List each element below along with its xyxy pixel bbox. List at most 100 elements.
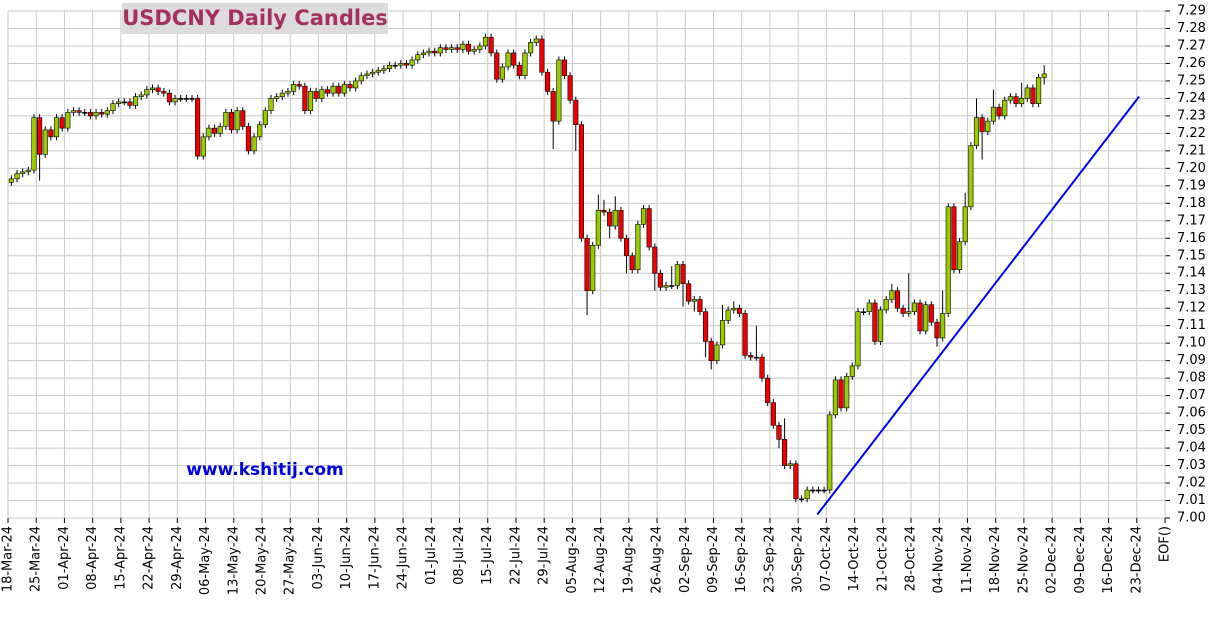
- y-tick-label: 7.15: [1177, 248, 1206, 263]
- candle-body: [669, 285, 675, 287]
- candle-body: [883, 299, 889, 311]
- candle-body: [731, 307, 737, 311]
- trend-line: [816, 96, 1140, 516]
- candle-body: [279, 92, 285, 97]
- candle-body: [20, 171, 26, 174]
- candle-body: [934, 321, 940, 339]
- candle-body: [31, 117, 37, 171]
- candle-body: [353, 80, 359, 89]
- candle-body: [364, 73, 370, 76]
- candle-body: [1041, 73, 1047, 78]
- x-tick-label: 01-Apr-24: [57, 526, 72, 590]
- candle-body: [640, 208, 647, 225]
- candle-body: [223, 112, 229, 127]
- candle-body: [821, 489, 827, 492]
- candle-body: [725, 309, 731, 321]
- candle-body: [324, 89, 331, 94]
- candle-body: [990, 106, 996, 122]
- candle-body: [940, 313, 946, 339]
- candle-body: [900, 307, 906, 314]
- x-tick-label: 05-Aug-24: [565, 526, 580, 594]
- candle-body: [1024, 87, 1030, 99]
- candle-body: [533, 38, 539, 43]
- candle-body: [1007, 96, 1013, 101]
- candle-body: [629, 255, 635, 271]
- candle-body: [996, 106, 1002, 117]
- candle-body: [234, 110, 240, 131]
- candle-body: [93, 112, 99, 117]
- candle-body: [87, 112, 93, 117]
- candle-body: [838, 379, 844, 409]
- candle-body: [1036, 77, 1042, 104]
- candle-body: [460, 43, 466, 50]
- y-tick-label: 7.03: [1177, 458, 1206, 473]
- y-tick-label: 7.02: [1177, 476, 1206, 491]
- candle-body: [381, 68, 387, 71]
- candle-body: [968, 145, 974, 208]
- x-tick-label: 08-Apr-24: [85, 526, 100, 590]
- y-tick-label: 7.17: [1177, 213, 1206, 228]
- candle-body: [544, 71, 551, 92]
- candle-body: [872, 302, 878, 342]
- x-tick-label: 12-Aug-24: [593, 526, 608, 594]
- x-tick-label: 15-Apr-24: [113, 526, 128, 590]
- candle-body: [104, 110, 110, 115]
- candle-body: [714, 344, 720, 361]
- candle-body: [528, 42, 534, 54]
- candle-body: [1013, 96, 1019, 104]
- candle-body: [471, 49, 477, 52]
- y-tick-label: 7.11: [1177, 318, 1206, 333]
- candle-body: [573, 99, 579, 125]
- candle-body: [849, 365, 855, 377]
- candle-body: [607, 211, 613, 227]
- y-tick-label: 7.10: [1177, 336, 1206, 351]
- candle-body: [240, 110, 246, 127]
- y-tick-label: 7.27: [1177, 38, 1206, 53]
- candle-body: [206, 127, 212, 138]
- y-tick-label: 7.07: [1177, 388, 1206, 403]
- chart-title: USDCNY Daily Candles: [122, 6, 388, 30]
- y-tick-label: 7.28: [1177, 21, 1206, 36]
- candle-body: [578, 124, 584, 239]
- candle-body: [782, 439, 788, 466]
- candle-body: [110, 103, 116, 111]
- candle-body: [155, 87, 161, 92]
- candle-body: [556, 59, 562, 122]
- y-tick-label: 7.16: [1177, 231, 1206, 246]
- candle-body: [663, 285, 669, 288]
- x-tick-label: 08-Jul-24: [452, 526, 467, 585]
- candle-body: [443, 47, 449, 50]
- candle-body: [866, 302, 872, 313]
- candle-body: [590, 244, 596, 292]
- x-tick-label: 09-Dec-24: [1073, 526, 1088, 594]
- x-tick-label: 16-Sep-24: [734, 526, 749, 593]
- candle-body: [550, 91, 556, 122]
- candle-body: [787, 463, 793, 466]
- y-tick-label: 7.01: [1177, 493, 1206, 508]
- candle-body: [832, 379, 838, 416]
- candle-body: [465, 43, 472, 52]
- y-tick-label: 7.05: [1177, 423, 1206, 438]
- candle-body: [505, 52, 511, 68]
- x-tick-label: 25-Nov-24: [1016, 526, 1031, 594]
- y-tick-label: 7.23: [1177, 108, 1206, 123]
- candle-body: [511, 52, 517, 66]
- x-tick-label: 28-Oct-24: [904, 526, 919, 591]
- y-tick-label: 7.09: [1177, 353, 1206, 368]
- candle-body: [482, 36, 489, 47]
- candle-body: [844, 376, 850, 409]
- candle-body: [765, 377, 771, 403]
- y-tick-label: 7.12: [1177, 301, 1206, 316]
- x-tick-label: 15-Jul-24: [480, 526, 495, 585]
- candle-body: [962, 206, 968, 243]
- x-tick-label: 25-Mar-24: [29, 526, 44, 592]
- candle-body: [59, 117, 65, 129]
- candle-body: [776, 425, 782, 440]
- candle-body: [217, 126, 223, 134]
- candle-body: [861, 311, 867, 314]
- candle-body: [827, 414, 833, 491]
- candle-body: [161, 91, 167, 94]
- candle-body: [285, 91, 291, 94]
- candle-body: [680, 264, 686, 285]
- y-tick-label: 7.20: [1177, 161, 1206, 176]
